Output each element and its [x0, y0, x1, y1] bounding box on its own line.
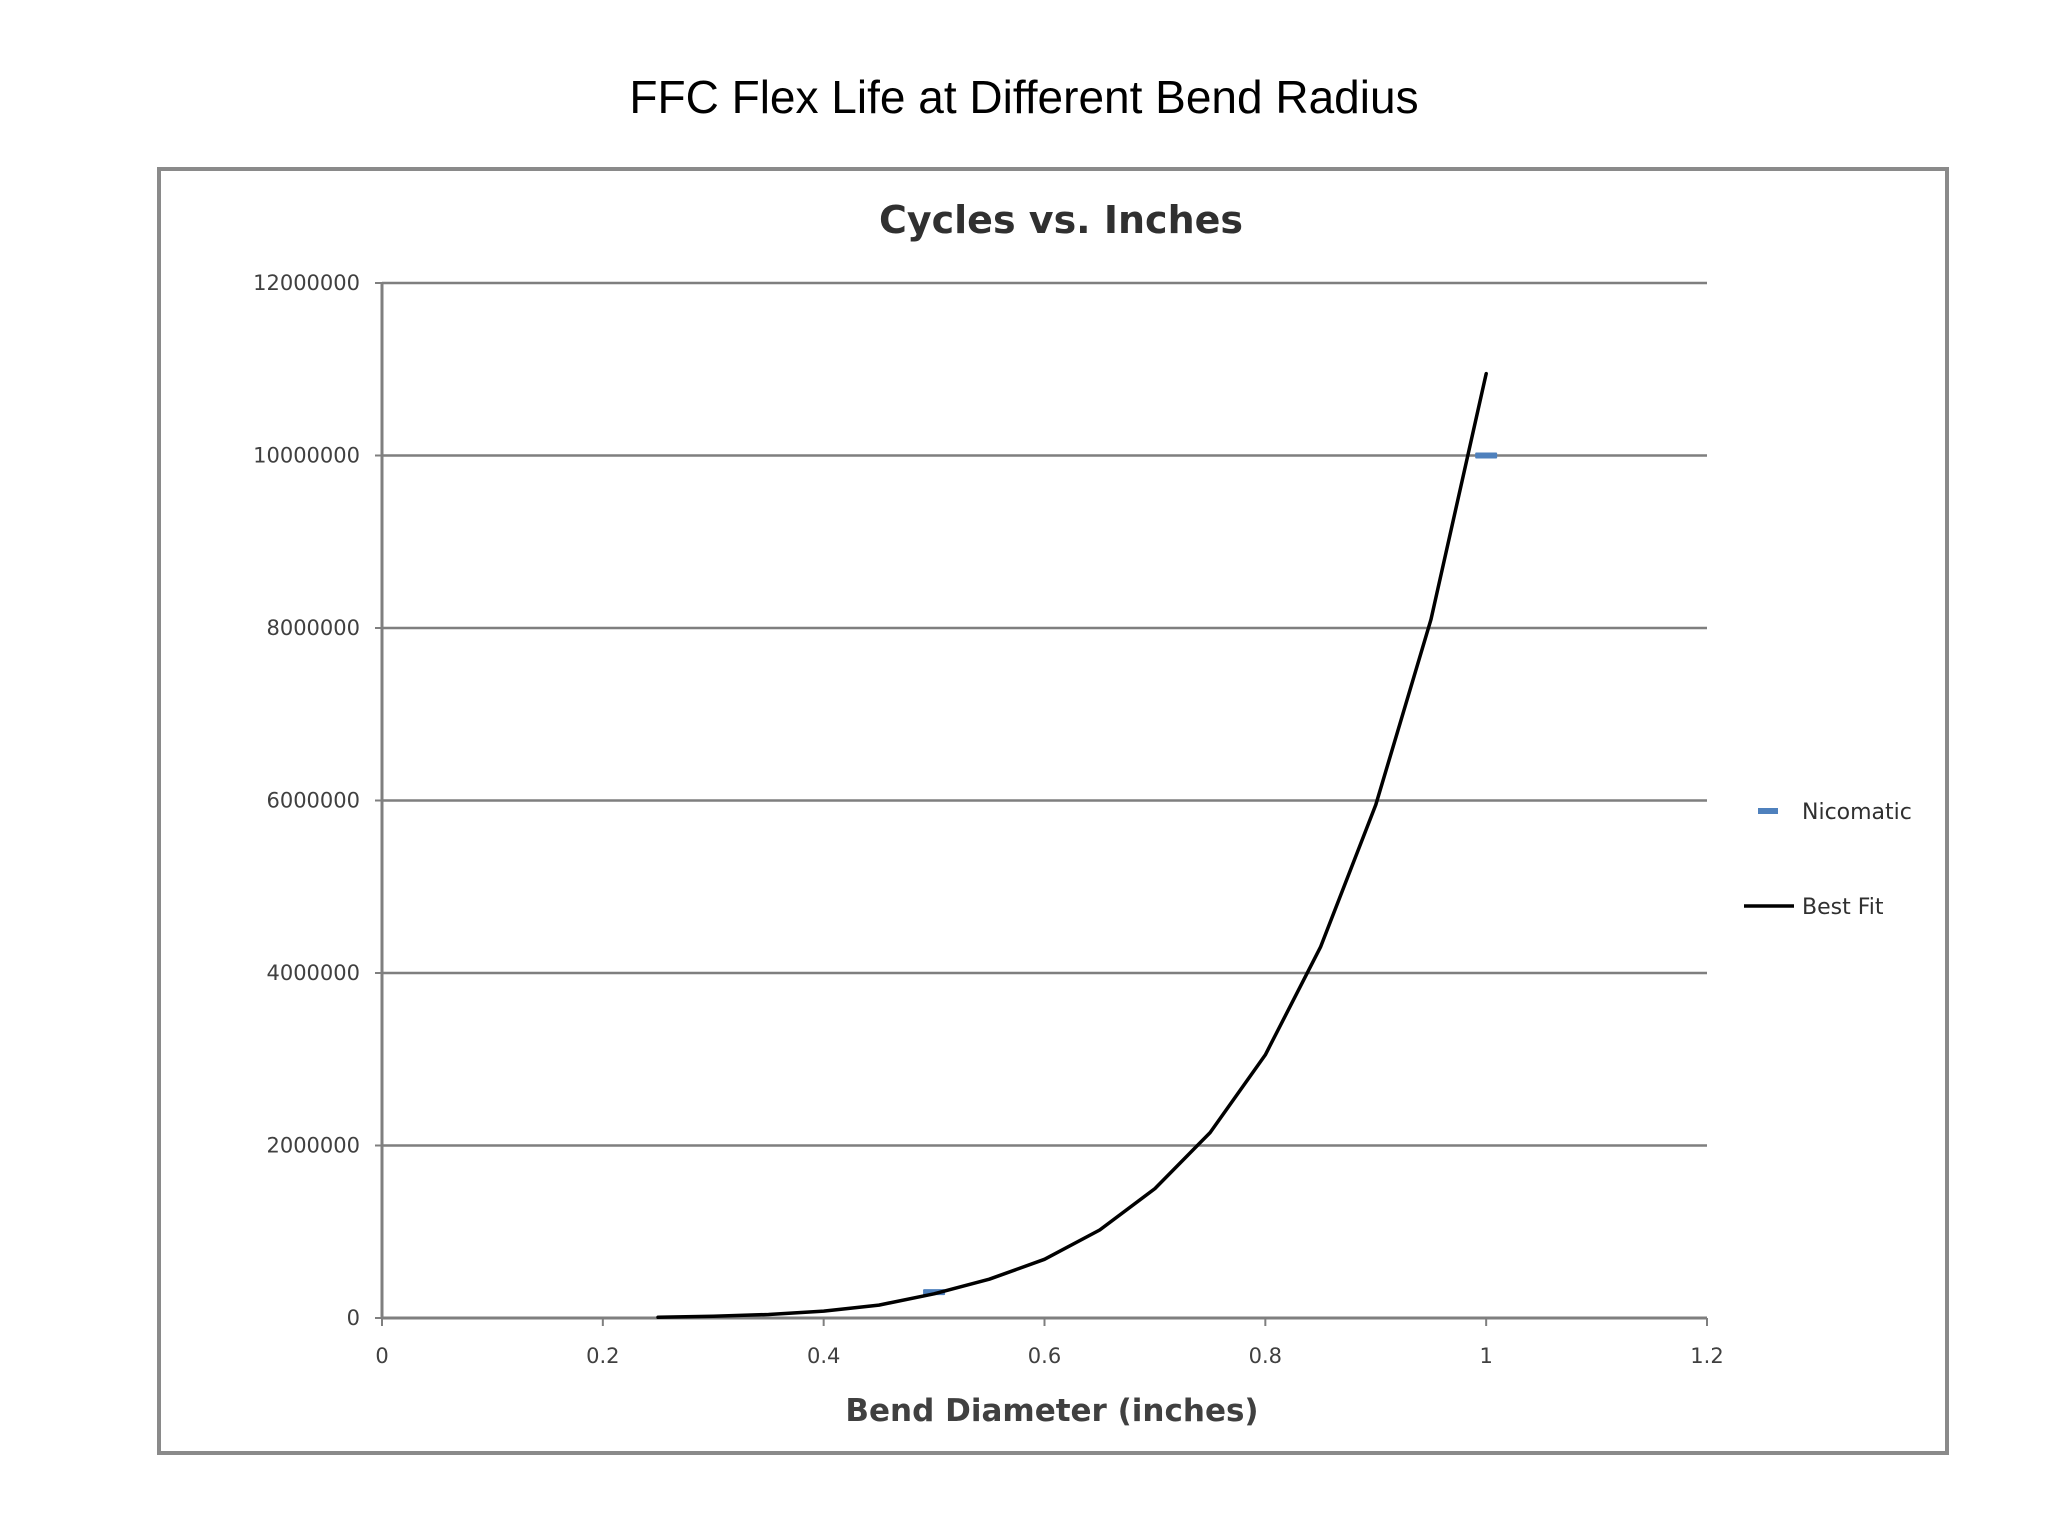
page-title: FFC Flex Life at Different Bend Radius [629, 71, 1419, 123]
axes-layer: 0 2000000 4000000 6000000 8000000 10000000 120… [253, 271, 1724, 1368]
y-tick-label: 0 [347, 1306, 360, 1330]
y-tick-label: 4000000 [266, 961, 360, 985]
x-tick-label: 1 [1479, 1344, 1492, 1368]
legend-label: Best Fit [1802, 895, 1884, 920]
x-tick-label: 0.4 [807, 1344, 840, 1368]
x-tick-label: 1.2 [1690, 1344, 1723, 1368]
y-tick-label: 2000000 [266, 1134, 360, 1158]
legend-layer: Nicomatic Best Fit [1744, 800, 1912, 920]
y-tick-label: 6000000 [266, 789, 360, 813]
x-axis-label: Bend Diameter (inches) [845, 1393, 1258, 1429]
x-tick-label: 0 [375, 1344, 388, 1368]
best-fit-line [656, 371, 1488, 1320]
x-tick-label: 0.8 [1249, 1344, 1282, 1368]
chart-title: Cycles vs. Inches [879, 198, 1243, 242]
legend-swatch-marker [1758, 808, 1778, 814]
legend-label: Nicomatic [1802, 800, 1912, 825]
data-point-marker [1475, 452, 1498, 459]
x-tick-label: 0.2 [586, 1344, 619, 1368]
series-layer [656, 371, 1498, 1320]
y-tick-label: 12000000 [253, 271, 360, 295]
x-tick-label: 0.6 [1028, 1344, 1061, 1368]
y-tick-label: 8000000 [266, 616, 360, 640]
grid-layer [382, 281, 1707, 1147]
y-tick-label: 10000000 [253, 444, 360, 468]
chart-svg: 0 2000000 4000000 6000000 8000000 10000000 120… [253, 198, 1912, 1429]
chart-frame: 0 2000000 4000000 6000000 8000000 10000000 120… [157, 167, 1949, 1455]
